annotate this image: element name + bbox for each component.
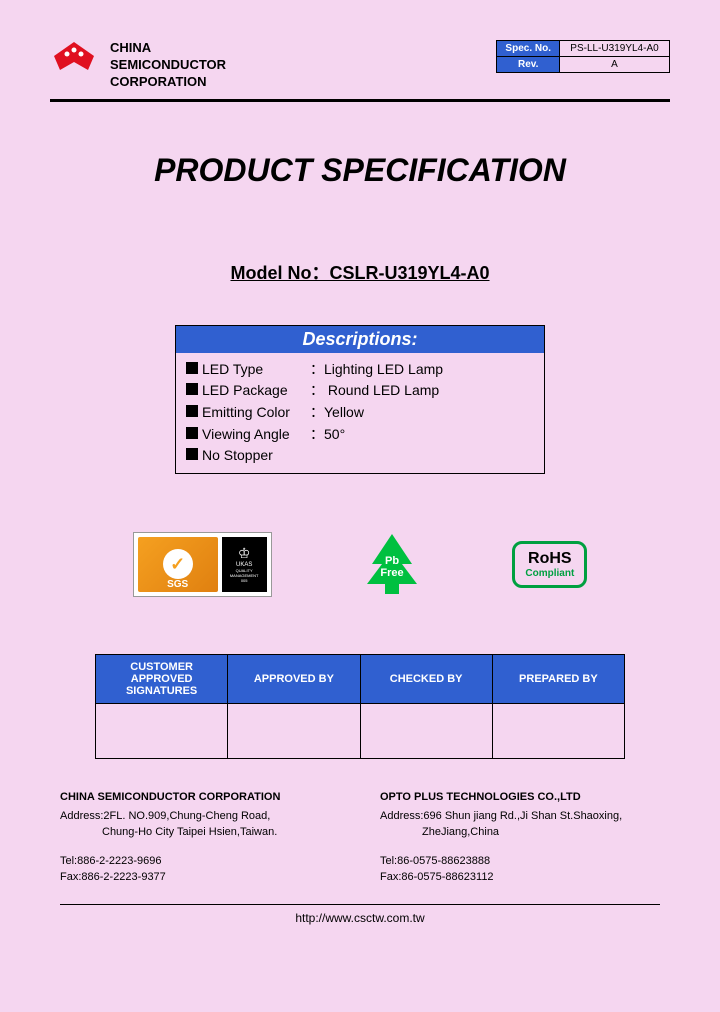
sig-header: CUSTOMER APPROVED SIGNATURES <box>96 655 228 704</box>
footer-company: OPTO PLUS TECHNOLOGIES CO.,LTD <box>380 789 670 806</box>
company-line1: CHINA <box>110 40 226 57</box>
pbfree-text: Pb Free <box>357 555 427 579</box>
spec-table: Spec. No.PS-LL-U319YL4-A0 Rev.A <box>496 40 670 73</box>
desc-label: Emitting Color <box>202 402 310 424</box>
desc-label: No Stopper <box>202 445 273 467</box>
desc-label: LED Package <box>202 380 310 402</box>
page: CHINA SEMICONDUCTOR CORPORATION Spec. No… <box>0 0 720 945</box>
sig-header: PREPARED BY <box>492 655 624 704</box>
bullet-icon <box>186 448 198 460</box>
sig-header: APPROVED BY <box>228 655 360 704</box>
sig-header: CHECKED BY <box>360 655 492 704</box>
website-url: http://www.csctw.com.tw <box>50 911 670 925</box>
crown-icon: ♔ <box>224 545 265 562</box>
footer-fax: Fax:886-2-2223-9377 <box>60 869 350 886</box>
ukas-sub: QUALITY MANAGEMENT 005 <box>224 568 265 583</box>
desc-value: ：50° <box>310 424 345 446</box>
rohs-title: RoHS <box>525 550 574 568</box>
footer-tel: Tel:886-2-2223-9696 <box>60 853 350 870</box>
sig-cell <box>96 704 228 759</box>
rohs-badge: RoHS Compliant <box>512 541 587 588</box>
footer-fax: Fax:86-0575-88623112 <box>380 869 670 886</box>
desc-value: ：Lighting LED Lamp <box>310 359 443 381</box>
signature-table: CUSTOMER APPROVED SIGNATURES APPROVED BY… <box>95 654 625 759</box>
spec-rev-label: Rev. <box>497 57 560 73</box>
footer-addr: Address:2FL. NO.909,Chung-Cheng Road, <box>60 808 350 825</box>
logo-icon <box>50 40 98 80</box>
bullet-icon <box>186 405 198 417</box>
sgs-logo: ✓SGS <box>138 537 218 592</box>
footer-tel: Tel:86-0575-88623888 <box>380 853 670 870</box>
descriptions-box: Descriptions: LED Type：Lighting LED Lamp… <box>175 325 545 474</box>
rohs-sub: Compliant <box>525 568 574 579</box>
desc-label: Viewing Angle <box>202 424 310 446</box>
page-title: PRODUCT SPECIFICATION <box>50 152 670 189</box>
bullet-icon <box>186 362 198 374</box>
desc-row: LED Package： Round LED Lamp <box>186 380 534 402</box>
sig-cell <box>360 704 492 759</box>
desc-label: LED Type <box>202 359 310 381</box>
pbfree-badge: Pb Free <box>357 529 427 599</box>
footer: CHINA SEMICONDUCTOR CORPORATION Address:… <box>60 789 670 886</box>
sgs-badge: ✓SGS ♔UKASQUALITY MANAGEMENT 005 <box>133 532 272 597</box>
desc-row: LED Type：Lighting LED Lamp <box>186 359 534 381</box>
model-number: Model No：CSLR-U319YL4-A0 <box>50 259 670 285</box>
desc-row: Viewing Angle：50° <box>186 424 534 446</box>
bullet-icon <box>186 383 198 395</box>
footer-rule <box>60 904 660 905</box>
sgs-text: SGS <box>167 579 188 590</box>
sig-cell <box>492 704 624 759</box>
footer-addr: Address:696 Shun jiang Rd.,Ji Shan St.Sh… <box>380 808 670 825</box>
sig-cell <box>228 704 360 759</box>
check-icon: ✓ <box>163 549 193 579</box>
desc-value: ：Yellow <box>310 402 364 424</box>
footer-company: CHINA SEMICONDUCTOR CORPORATION <box>60 789 350 806</box>
footer-right: OPTO PLUS TECHNOLOGIES CO.,LTD Address:6… <box>380 789 670 886</box>
footer-addr: ZheJiang,China <box>380 824 670 841</box>
company-line3: CORPORATION <box>110 74 226 91</box>
desc-row: No Stopper <box>186 445 534 467</box>
company-line2: SEMICONDUCTOR <box>110 57 226 74</box>
spec-rev-value: A <box>560 57 670 73</box>
desc-value: ： Round LED Lamp <box>310 380 439 402</box>
header-left: CHINA SEMICONDUCTOR CORPORATION <box>50 40 226 91</box>
footer-left: CHINA SEMICONDUCTOR CORPORATION Address:… <box>60 789 350 886</box>
header-rule <box>50 99 670 102</box>
footer-addr: Chung-Ho City Taipei Hsien,Taiwan. <box>60 824 350 841</box>
descriptions-body: LED Type：Lighting LED Lamp LED Package： … <box>176 353 544 473</box>
ukas-logo: ♔UKASQUALITY MANAGEMENT 005 <box>222 537 267 592</box>
descriptions-header: Descriptions: <box>176 326 544 353</box>
desc-row: Emitting Color：Yellow <box>186 402 534 424</box>
company-name: CHINA SEMICONDUCTOR CORPORATION <box>110 40 226 91</box>
spec-no-value: PS-LL-U319YL4-A0 <box>560 41 670 57</box>
spec-no-label: Spec. No. <box>497 41 560 57</box>
certification-badges: ✓SGS ♔UKASQUALITY MANAGEMENT 005 Pb Free… <box>90 529 630 599</box>
header: CHINA SEMICONDUCTOR CORPORATION Spec. No… <box>50 40 670 91</box>
bullet-icon <box>186 427 198 439</box>
